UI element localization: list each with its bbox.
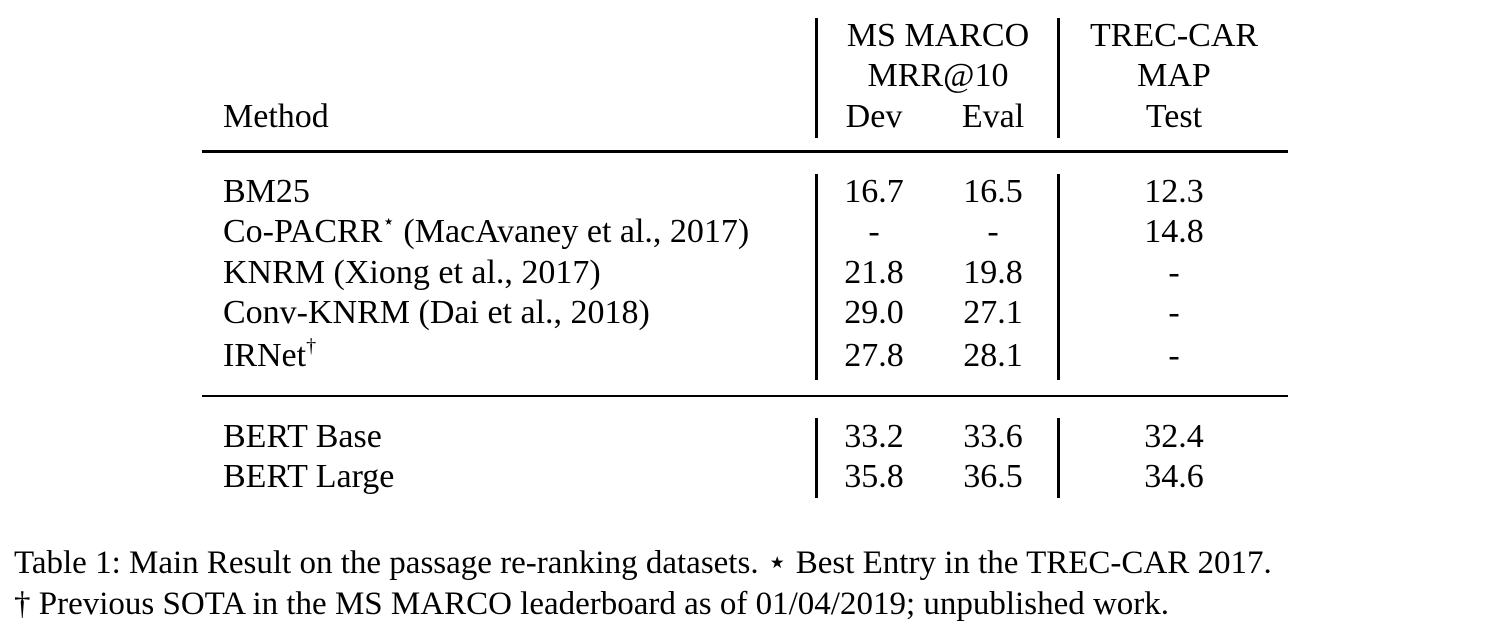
table-cell-dev: 27.8	[844, 337, 904, 374]
header-mrr10: MRR@10	[867, 57, 1009, 94]
separator-left-header	[815, 18, 818, 138]
table-cell-eval: 19.8	[963, 254, 1023, 291]
header-dev: Dev	[845, 98, 903, 135]
table-cell-eval: -	[987, 213, 999, 250]
table-row-method: IRNet†	[223, 335, 317, 374]
table-cell-test: -	[1168, 294, 1180, 331]
table-cell-test: 14.8	[1144, 213, 1204, 250]
table-cell-test: 34.6	[1144, 458, 1204, 495]
table-cell-dev: 16.7	[844, 173, 904, 210]
table-cell-test: -	[1168, 337, 1180, 374]
table-row-method: BERT Large	[223, 458, 395, 495]
mid-rule	[202, 395, 1288, 397]
separator-right-body1	[1057, 174, 1060, 380]
table-cell-eval: 27.1	[963, 294, 1023, 331]
table-row-method: BM25	[223, 173, 310, 210]
header-msmarco: MS MARCO	[846, 17, 1030, 54]
table-cell-dev: 21.8	[844, 254, 904, 291]
table-row-method: BERT Base	[223, 418, 382, 455]
header-method: Method	[223, 98, 329, 135]
header-eval: Eval	[961, 98, 1025, 135]
table-row-method: KNRM (Xiong et al., 2017)	[223, 254, 601, 291]
table-caption-line2: † Previous SOTA in the MS MARCO leaderbo…	[14, 586, 1170, 622]
separator-right-header	[1057, 18, 1060, 138]
table-row-method: Co-PACRR⋆ (MacAvaney et al., 2017)	[223, 211, 750, 250]
header-rule	[202, 150, 1288, 153]
table-cell-test: -	[1168, 254, 1180, 291]
table-cell-dev: 35.8	[844, 458, 904, 495]
separator-right-body2	[1057, 418, 1060, 498]
table-cell-dev: 29.0	[844, 294, 904, 331]
table-cell-eval: 33.6	[963, 418, 1023, 455]
table-row-method: Conv-KNRM (Dai et al., 2018)	[223, 294, 650, 331]
table-cell-dev: -	[868, 213, 880, 250]
table-cell-eval: 16.5	[963, 173, 1023, 210]
header-map: MAP	[1137, 57, 1211, 94]
header-treccar: TREC-CAR	[1089, 17, 1259, 54]
table-cell-test: 32.4	[1144, 418, 1204, 455]
table-cell-eval: 28.1	[963, 337, 1023, 374]
header-test: Test	[1145, 98, 1203, 135]
table-caption-line1: Table 1: Main Result on the passage re-r…	[14, 545, 1272, 581]
table-cell-dev: 33.2	[844, 418, 904, 455]
separator-left-body2	[815, 418, 818, 498]
table-cell-test: 12.3	[1144, 173, 1204, 210]
table-cell-eval: 36.5	[963, 458, 1023, 495]
separator-left-body1	[815, 174, 818, 380]
